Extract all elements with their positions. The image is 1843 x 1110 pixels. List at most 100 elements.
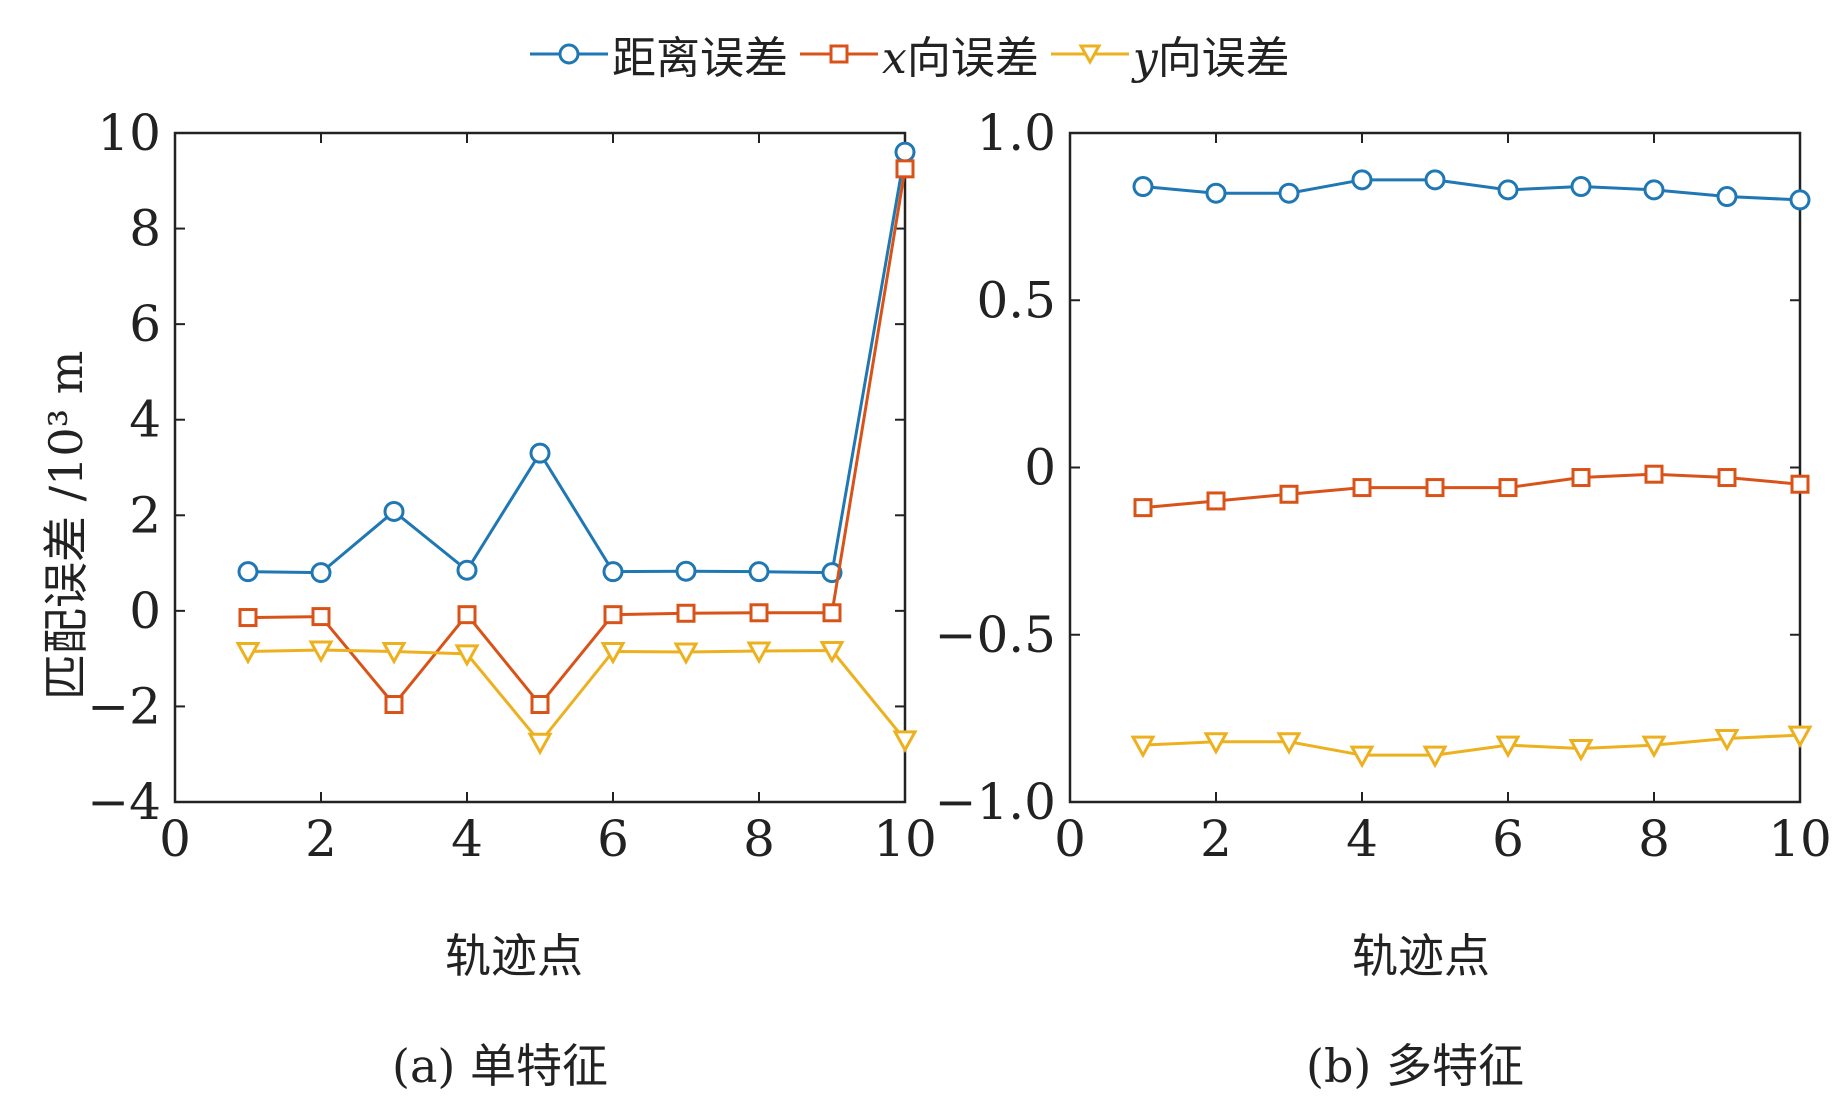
data-point-b-0 — [1643, 179, 1665, 201]
legend: 距离误差 x向误差 y向误差 — [530, 22, 1290, 86]
series-line-a-0 — [247, 151, 907, 575]
data-point-a-1 — [749, 603, 769, 623]
data-point-b-2 — [1422, 745, 1448, 769]
data-point-a-2 — [308, 640, 334, 664]
legend-item-x-error: x向误差 — [800, 22, 1039, 86]
y-tick-label-b: 1.0 — [976, 104, 1056, 162]
data-point-a-1 — [384, 695, 404, 715]
data-point-b-1 — [1571, 468, 1591, 488]
x-tick-label-b: 8 — [1638, 810, 1670, 868]
data-point-a-0 — [456, 559, 478, 581]
y-tick-label-a: −2 — [87, 677, 161, 735]
series-line-b-0 — [1142, 178, 1801, 202]
y-tick-label-b: −1.0 — [935, 773, 1056, 831]
data-point-b-2 — [1714, 728, 1740, 752]
caption-b: (b) 多特征 — [1306, 1039, 1524, 1093]
series-line-a-2 — [247, 648, 907, 745]
data-point-b-2 — [1495, 735, 1521, 759]
data-point-b-1 — [1717, 468, 1737, 488]
y-tick-label-a: −4 — [87, 773, 161, 831]
data-point-b-0 — [1278, 182, 1300, 204]
y-tick-label-a: 0 — [129, 582, 161, 640]
data-point-b-2 — [1349, 745, 1375, 769]
y-axis-label: 匹配误差 /10³ m — [39, 350, 93, 700]
y-tick-label-a: 10 — [97, 104, 161, 162]
data-point-a-0 — [602, 561, 624, 583]
data-point-a-1 — [603, 605, 623, 625]
data-point-a-2 — [600, 641, 626, 665]
legend-item-y-error: y向误差 — [1050, 22, 1290, 86]
legend-line-circle-icon — [530, 43, 608, 65]
data-point-b-2 — [1787, 725, 1813, 749]
data-point-b-1 — [1279, 484, 1299, 504]
x-tick-label-b: 2 — [1200, 810, 1232, 868]
data-point-b-0 — [1132, 176, 1154, 198]
x-tick-label-b: 0 — [1054, 810, 1086, 868]
data-point-a-2 — [673, 642, 699, 666]
data-point-a-0 — [894, 141, 916, 163]
x-tick-label-b: 10 — [1768, 810, 1832, 868]
data-point-a-1 — [676, 603, 696, 623]
data-point-a-0 — [748, 561, 770, 583]
data-point-a-0 — [310, 562, 332, 584]
x-axis-label-b: 轨迹点 — [1352, 929, 1490, 983]
data-point-b-1 — [1133, 498, 1153, 518]
x-tick-label-b: 6 — [1492, 810, 1524, 868]
plot-frame-b — [1068, 131, 1802, 804]
data-point-b-1 — [1498, 478, 1518, 498]
data-point-a-0 — [675, 560, 697, 582]
data-point-a-2 — [381, 641, 407, 665]
y-tick-label-a: 6 — [129, 295, 161, 353]
data-point-a-1 — [457, 605, 477, 625]
data-point-b-0 — [1716, 186, 1738, 208]
y-tick-label-a: 8 — [129, 200, 161, 258]
data-point-a-0 — [383, 500, 405, 522]
y-tick-label-a: 4 — [129, 391, 161, 449]
y-tick-label-b: 0.5 — [976, 271, 1056, 329]
legend-item-distance-error: 距离误差 — [530, 22, 788, 86]
series-line-b-2 — [1142, 733, 1801, 757]
data-point-a-1 — [895, 159, 915, 179]
data-point-b-0 — [1570, 176, 1592, 198]
data-point-b-1 — [1790, 474, 1810, 494]
legend-line-triangle-icon — [1050, 44, 1129, 66]
data-point-b-0 — [1424, 169, 1446, 191]
y-tick-label-a: 2 — [129, 486, 161, 544]
data-point-a-2 — [235, 641, 261, 665]
data-point-b-2 — [1568, 738, 1594, 762]
data-point-b-2 — [1203, 732, 1229, 755]
legend-label-y-error: y向误差 — [1132, 33, 1290, 84]
legend-label-distance-error: 距离误差 — [612, 33, 788, 84]
x-tick-label-a: 4 — [451, 810, 483, 868]
data-point-b-0 — [1497, 179, 1519, 201]
data-point-b-1 — [1352, 478, 1372, 498]
data-point-a-0 — [237, 561, 259, 583]
legend-line-square-icon — [800, 44, 878, 64]
data-point-a-2 — [746, 641, 772, 665]
x-axis-label-a: 轨迹点 — [445, 929, 583, 983]
data-point-b-0 — [1351, 169, 1373, 191]
x-tick-label-a: 10 — [873, 810, 937, 868]
data-point-b-0 — [1789, 189, 1811, 211]
data-point-a-2 — [454, 644, 480, 667]
series-line-a-1 — [247, 168, 907, 707]
y-tick-label-b: 0 — [1024, 439, 1056, 497]
plot-frame-a — [173, 131, 907, 804]
data-point-a-2 — [527, 732, 553, 756]
data-point-b-2 — [1276, 732, 1302, 755]
data-point-a-2 — [892, 730, 918, 753]
x-tick-label-a: 6 — [597, 810, 629, 868]
data-point-b-1 — [1644, 464, 1664, 484]
data-point-b-2 — [1641, 735, 1667, 759]
data-point-b-1 — [1425, 478, 1445, 498]
data-point-a-1 — [822, 603, 842, 623]
data-point-b-2 — [1130, 735, 1156, 759]
legend-label-x-error: x向误差 — [882, 33, 1039, 84]
x-tick-label-b: 4 — [1346, 810, 1378, 868]
series-line-b-1 — [1142, 472, 1801, 510]
data-point-b-1 — [1206, 491, 1226, 511]
data-point-b-0 — [1205, 182, 1227, 204]
data-point-a-2 — [819, 641, 845, 664]
x-tick-label-a: 0 — [159, 810, 191, 868]
